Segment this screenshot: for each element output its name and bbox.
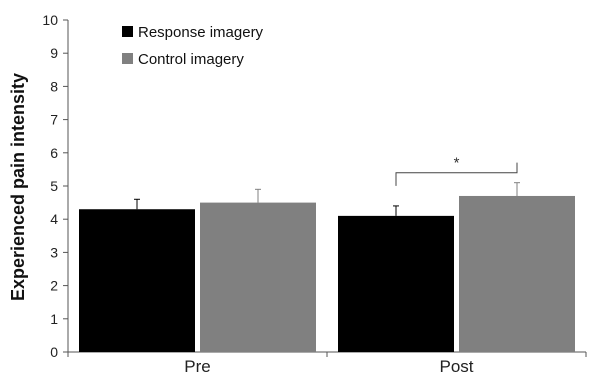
- y-tick-label: 9: [50, 45, 58, 61]
- y-tick-labels: 0 1 2 3 4 5 6 7 8 9 10: [42, 12, 58, 360]
- legend-swatch: [122, 53, 133, 64]
- y-tick-label: 10: [42, 12, 58, 28]
- y-axis-label: Experienced pain intensity: [8, 73, 28, 301]
- significance-bracket: [395, 162, 518, 186]
- y-tick-label: 3: [50, 244, 58, 260]
- y-tick-label: 6: [50, 145, 58, 161]
- bars: [79, 195, 575, 352]
- legend: Response imagery Control imagery: [122, 24, 264, 68]
- y-tick-label: 2: [50, 278, 58, 294]
- bar-pre-response-imagery: [79, 209, 195, 352]
- legend-label: Control imagery: [138, 51, 244, 68]
- significance-marker: *: [454, 155, 460, 172]
- bar-post-response-imagery: [338, 215, 454, 352]
- error-bars: [134, 182, 520, 216]
- y-tick-label: 1: [50, 311, 58, 327]
- bar-post-control-imagery: [459, 195, 575, 352]
- legend-swatch: [122, 26, 133, 37]
- significance-annotations: *: [395, 155, 518, 186]
- legend-label: Response imagery: [138, 24, 264, 41]
- bar-pre-control-imagery: [200, 202, 316, 352]
- y-tick-label: 0: [50, 344, 58, 360]
- y-tick-label: 7: [50, 112, 58, 128]
- y-tick-label: 4: [50, 211, 58, 227]
- category-label: Pre: [184, 357, 210, 376]
- category-label: Post: [439, 357, 473, 376]
- y-tick-label: 8: [50, 78, 58, 94]
- category-labels: Pre Post: [184, 357, 474, 376]
- y-tick-label: 5: [50, 178, 58, 194]
